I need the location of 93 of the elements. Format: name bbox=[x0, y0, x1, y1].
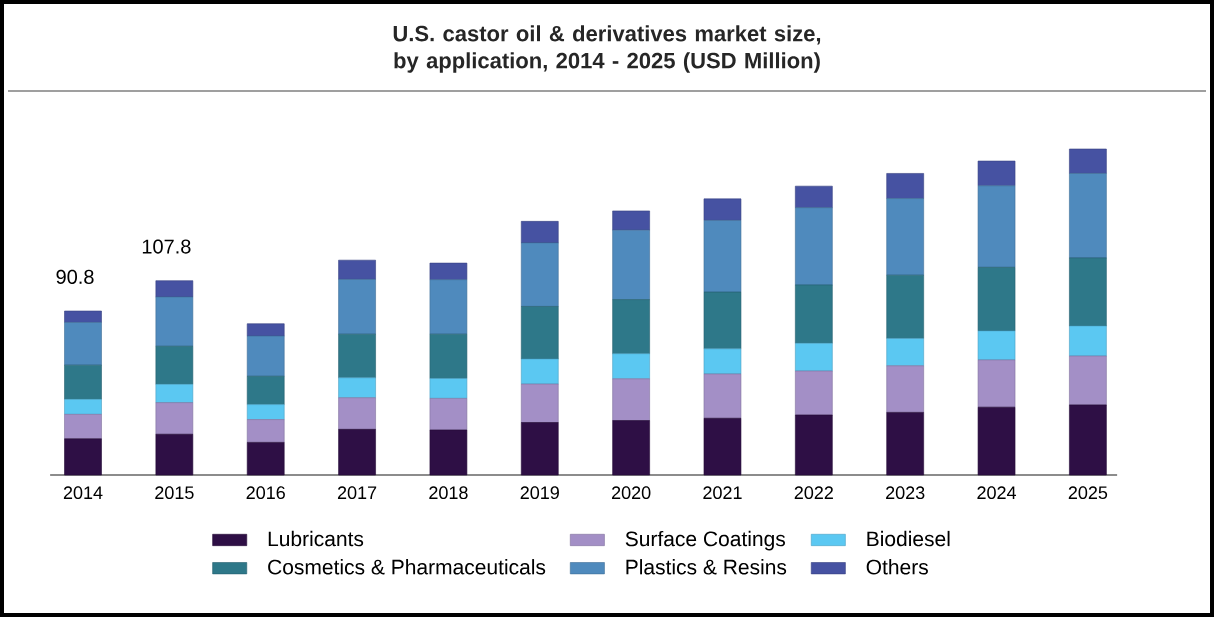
bar bbox=[977, 267, 1016, 332]
bar bbox=[520, 422, 559, 476]
x-tick-label: 2023 bbox=[886, 486, 925, 500]
bar bbox=[795, 185, 833, 208]
bar bbox=[612, 353, 650, 380]
annotation: 90.8 bbox=[56, 269, 94, 284]
bar bbox=[246, 323, 285, 337]
bar bbox=[429, 333, 468, 379]
bar bbox=[886, 173, 924, 199]
bar bbox=[520, 358, 559, 385]
bar bbox=[520, 242, 559, 307]
bar bbox=[886, 365, 924, 413]
bar bbox=[429, 398, 468, 431]
bar bbox=[338, 333, 376, 379]
bar bbox=[155, 402, 194, 435]
bar bbox=[246, 335, 285, 377]
bar bbox=[703, 373, 742, 419]
legend-label: Biodiesel bbox=[867, 530, 950, 547]
bar bbox=[155, 433, 194, 476]
bar bbox=[703, 220, 742, 293]
bar bbox=[886, 274, 924, 339]
bar bbox=[155, 296, 194, 347]
bar bbox=[886, 198, 924, 276]
bar bbox=[977, 330, 1016, 361]
bar bbox=[795, 284, 833, 344]
bar bbox=[612, 229, 650, 300]
x-tick-label: 2016 bbox=[246, 486, 285, 500]
bar bbox=[338, 377, 376, 399]
x-tick-label: 2021 bbox=[703, 486, 742, 500]
bar bbox=[1069, 355, 1107, 406]
bar bbox=[795, 370, 833, 416]
bar bbox=[246, 375, 285, 405]
bar bbox=[155, 280, 194, 298]
legend-label: Cosmetics & Pharmaceuticals bbox=[268, 559, 546, 575]
bar bbox=[703, 348, 742, 375]
x-tick-label: 2017 bbox=[337, 486, 377, 500]
bar bbox=[1069, 404, 1107, 476]
bar bbox=[1069, 148, 1107, 174]
bar bbox=[1069, 257, 1107, 327]
bar bbox=[338, 279, 376, 335]
bar bbox=[612, 420, 650, 476]
bar bbox=[338, 259, 376, 280]
bar bbox=[520, 221, 559, 244]
legend-label: Plastics & Resins bbox=[626, 559, 787, 575]
x-tick-label: 2018 bbox=[429, 486, 468, 500]
x-tick-label: 2020 bbox=[612, 486, 651, 500]
bar bbox=[795, 414, 833, 476]
bar bbox=[64, 438, 102, 476]
x-tick-label: 2015 bbox=[155, 486, 194, 500]
bar bbox=[64, 399, 102, 415]
bar bbox=[64, 310, 102, 323]
bar bbox=[795, 343, 833, 372]
bar bbox=[977, 359, 1016, 408]
bar bbox=[429, 429, 468, 476]
bar bbox=[612, 378, 650, 421]
bar bbox=[338, 429, 376, 476]
bar bbox=[612, 210, 650, 231]
bar bbox=[520, 383, 559, 423]
legend-label: Others bbox=[866, 559, 928, 575]
bar bbox=[703, 417, 742, 476]
bar bbox=[338, 397, 376, 430]
x-tick-label: 2022 bbox=[794, 486, 833, 500]
bar bbox=[64, 364, 102, 400]
bar bbox=[1069, 173, 1107, 259]
bar bbox=[246, 419, 285, 443]
bar bbox=[703, 291, 742, 350]
bar bbox=[977, 160, 1016, 187]
bar bbox=[703, 198, 742, 221]
bar bbox=[429, 279, 468, 335]
bar bbox=[977, 185, 1016, 268]
bar bbox=[64, 414, 102, 440]
bar bbox=[795, 207, 833, 286]
bar bbox=[246, 404, 285, 420]
x-tick-label: 2025 bbox=[1068, 486, 1108, 500]
bar bbox=[520, 306, 559, 360]
x-tick-label: 2014 bbox=[63, 486, 103, 500]
bar bbox=[64, 322, 102, 366]
x-tick-label: 2024 bbox=[977, 486, 1017, 500]
bar bbox=[612, 299, 650, 355]
legend-label: Surface Coatings bbox=[625, 530, 786, 551]
bar bbox=[429, 262, 468, 281]
legend-label: Lubricants bbox=[268, 530, 364, 547]
x-tick-label: 2019 bbox=[520, 486, 559, 500]
annotation: 107.8 bbox=[142, 239, 191, 254]
bar bbox=[155, 345, 194, 385]
bar bbox=[1069, 325, 1107, 357]
bar bbox=[246, 442, 285, 476]
bar bbox=[429, 378, 468, 399]
bar bbox=[977, 406, 1016, 476]
bar bbox=[886, 338, 924, 367]
bar bbox=[155, 384, 194, 403]
chart-title: U.S. castor oil & derivatives market size, by application, 2014 - 2025 (USD Million) bbox=[393, 25, 821, 73]
bar bbox=[886, 412, 924, 476]
